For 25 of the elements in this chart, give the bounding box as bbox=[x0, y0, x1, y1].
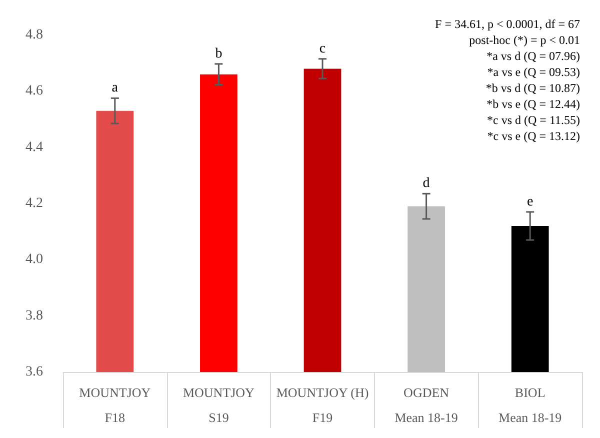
y-tick-label: 4.0 bbox=[26, 252, 43, 268]
text: F = 34.61, p < 0.0001, df = 67 bbox=[435, 17, 580, 31]
y-tick-label: 4.8 bbox=[26, 28, 43, 42]
annotation: *b vs e (Q = 12.44) bbox=[486, 97, 580, 111]
x-tick-label: MOUNTJOY (H) F19 bbox=[276, 385, 369, 425]
x-tick-label: MOUNTJOY F18 bbox=[79, 385, 152, 425]
annotation: *b vs d (Q = 10.87) bbox=[486, 81, 580, 95]
y-tick-label: 3.6 bbox=[26, 364, 43, 380]
y-tick-label: 4.6 bbox=[26, 84, 43, 99]
data-label: d bbox=[422, 176, 430, 192]
data-label: e bbox=[526, 194, 534, 210]
data-label: c bbox=[319, 41, 326, 56]
data-label: a bbox=[112, 80, 119, 96]
annotation: *c vs d (Q = 11.55) bbox=[487, 113, 580, 127]
y-tick-label: 4.2 bbox=[26, 196, 43, 211]
annotation: *a vs d (Q = 07.96) bbox=[486, 49, 580, 63]
x-tick-label: OGDEN Mean 18-19 bbox=[394, 385, 458, 425]
data-label: b bbox=[215, 46, 222, 62]
x-tick-label: MOUNTJOY S19 bbox=[182, 385, 256, 425]
x-tick-label: BIOL Mean 18-19 bbox=[498, 385, 562, 425]
annotation: *a vs e (Q = 09.53) bbox=[487, 65, 580, 79]
annotation: *c vs e (Q = 13.12) bbox=[487, 129, 580, 143]
y-tick-label: 4.4 bbox=[26, 140, 43, 155]
annotation: post-hoc (*) = p < 0.01 bbox=[469, 33, 580, 47]
y-tick-label: 3.8 bbox=[26, 308, 43, 324]
